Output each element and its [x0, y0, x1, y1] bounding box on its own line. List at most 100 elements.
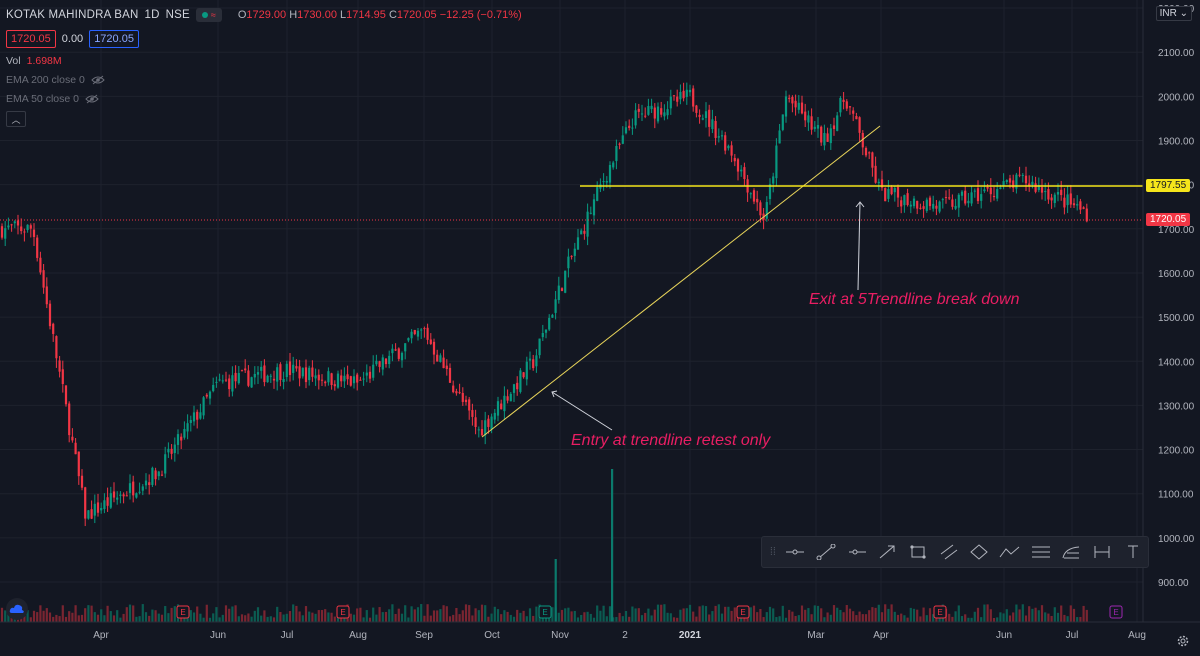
volume-bar [932, 614, 935, 622]
candle-body [368, 371, 372, 379]
earnings-marker[interactable]: E [1109, 605, 1123, 619]
candle-body [244, 368, 247, 371]
earnings-marker[interactable]: E [176, 605, 190, 619]
candle-body [36, 237, 39, 258]
candle-body [1037, 185, 1040, 191]
time-tick-label: Aug [349, 630, 367, 641]
candle-body [426, 327, 429, 340]
candle-body [436, 354, 439, 362]
volume-bar [381, 612, 384, 622]
time-tick-label: Apr [93, 630, 109, 641]
market-status-badge[interactable]: ≈ [195, 8, 222, 22]
time-axis[interactable]: Apr Jun Jul Aug Sep Oct Nov 2 2021 Mar Apr Jun Jul Au… [93, 630, 1146, 641]
volume-bar [164, 606, 167, 622]
earnings-marker[interactable]: E [538, 605, 552, 619]
candle-body [442, 357, 445, 369]
earnings-marker[interactable]: E [736, 605, 750, 619]
candle-body [29, 225, 32, 229]
candle-body [704, 111, 708, 118]
date-range-icon[interactable] [1087, 539, 1118, 565]
volume-bar [759, 609, 762, 622]
volume-bar [372, 607, 375, 622]
cloud-logo-icon[interactable] [6, 598, 28, 620]
candle-body [560, 288, 564, 291]
candle-body [391, 348, 394, 354]
trend-line-icon[interactable] [811, 539, 842, 565]
volume-bar [922, 607, 925, 622]
candle-body [340, 375, 343, 382]
volume-bar [564, 608, 567, 622]
candle-body [55, 336, 58, 359]
fib-retracement-icon[interactable] [1056, 539, 1087, 565]
candle-body [912, 198, 916, 207]
hidden-eye-icon[interactable] [91, 75, 105, 85]
currency-selector[interactable]: INR ⌄ [1155, 6, 1192, 21]
rotated-rectangle-icon[interactable] [964, 539, 995, 565]
sell-price-button[interactable]: 1720.05 [6, 30, 56, 48]
drag-handle-icon[interactable]: ⁞⁞ [769, 546, 776, 558]
volume-bar [228, 608, 231, 622]
candle-body [928, 197, 932, 207]
hidden-eye-icon[interactable] [85, 94, 99, 104]
drawing-toolbar: ⁞⁞ [761, 536, 1149, 568]
volume-bar [1079, 616, 1082, 622]
volume-bar [976, 607, 980, 622]
candle-body [458, 392, 461, 394]
volume-bar [215, 607, 218, 622]
candle-body [932, 203, 935, 209]
candle-body [519, 370, 522, 392]
trend-line[interactable] [481, 125, 881, 438]
volume-bar [868, 610, 871, 622]
collapse-legend-button[interactable]: ︿ [6, 111, 26, 127]
volume-bar [781, 605, 784, 622]
earnings-marker[interactable]: E [933, 605, 947, 619]
volume-bar [420, 604, 423, 622]
candle-body [320, 379, 324, 381]
candle-body [957, 194, 960, 208]
pitchfork-icon[interactable] [1025, 539, 1056, 565]
candle-body [765, 202, 768, 219]
volume-bar [1005, 609, 1008, 622]
candle-body [672, 95, 676, 97]
volume-indicator-legend[interactable]: Vol 1.698M [6, 55, 62, 67]
volume-bar [810, 614, 813, 622]
volume-bar [749, 607, 752, 622]
volume-bar [480, 604, 484, 622]
candle-body [935, 205, 938, 209]
symbol-name[interactable]: KOTAK MAHINDRA BAN [6, 9, 139, 21]
text-icon[interactable] [1117, 539, 1148, 565]
interval-label[interactable]: 1D [144, 9, 160, 21]
candle-body [948, 197, 951, 199]
volume-bar [202, 617, 205, 622]
candle-body [276, 367, 279, 382]
candle-body [538, 338, 541, 356]
path-icon[interactable] [995, 539, 1026, 565]
horizontal-line-icon[interactable] [780, 539, 811, 565]
candle-body [551, 314, 554, 318]
candle-body [768, 184, 772, 200]
candle-body [394, 349, 397, 351]
buy-price-button[interactable]: 1720.05 [89, 30, 139, 48]
rectangle-icon[interactable] [903, 539, 934, 565]
arrow-icon[interactable] [872, 539, 903, 565]
candle-body [701, 118, 704, 120]
parallel-channel-icon[interactable] [933, 539, 964, 565]
candle-body [365, 372, 368, 376]
earnings-marker[interactable]: E [336, 605, 350, 619]
candle-body [829, 128, 832, 144]
candle-body [154, 470, 157, 480]
entry-annotation[interactable]: Entry at trendline retest only [571, 432, 771, 449]
ema50-indicator-legend[interactable]: EMA 50 close 0 [6, 93, 522, 105]
gear-icon[interactable] [1176, 634, 1190, 648]
volume-bar [644, 612, 647, 622]
volume-bar [672, 617, 676, 622]
candle-body [864, 147, 868, 156]
volume-bar [468, 605, 471, 622]
exit-annotation[interactable]: Exit at 5Trendline break down [809, 291, 1020, 308]
candle-body [964, 190, 967, 204]
candle-body [439, 355, 442, 362]
candle-body [708, 109, 711, 127]
ema200-indicator-legend[interactable]: EMA 200 close 0 [6, 74, 522, 86]
horizontal-ray-icon[interactable] [841, 539, 872, 565]
